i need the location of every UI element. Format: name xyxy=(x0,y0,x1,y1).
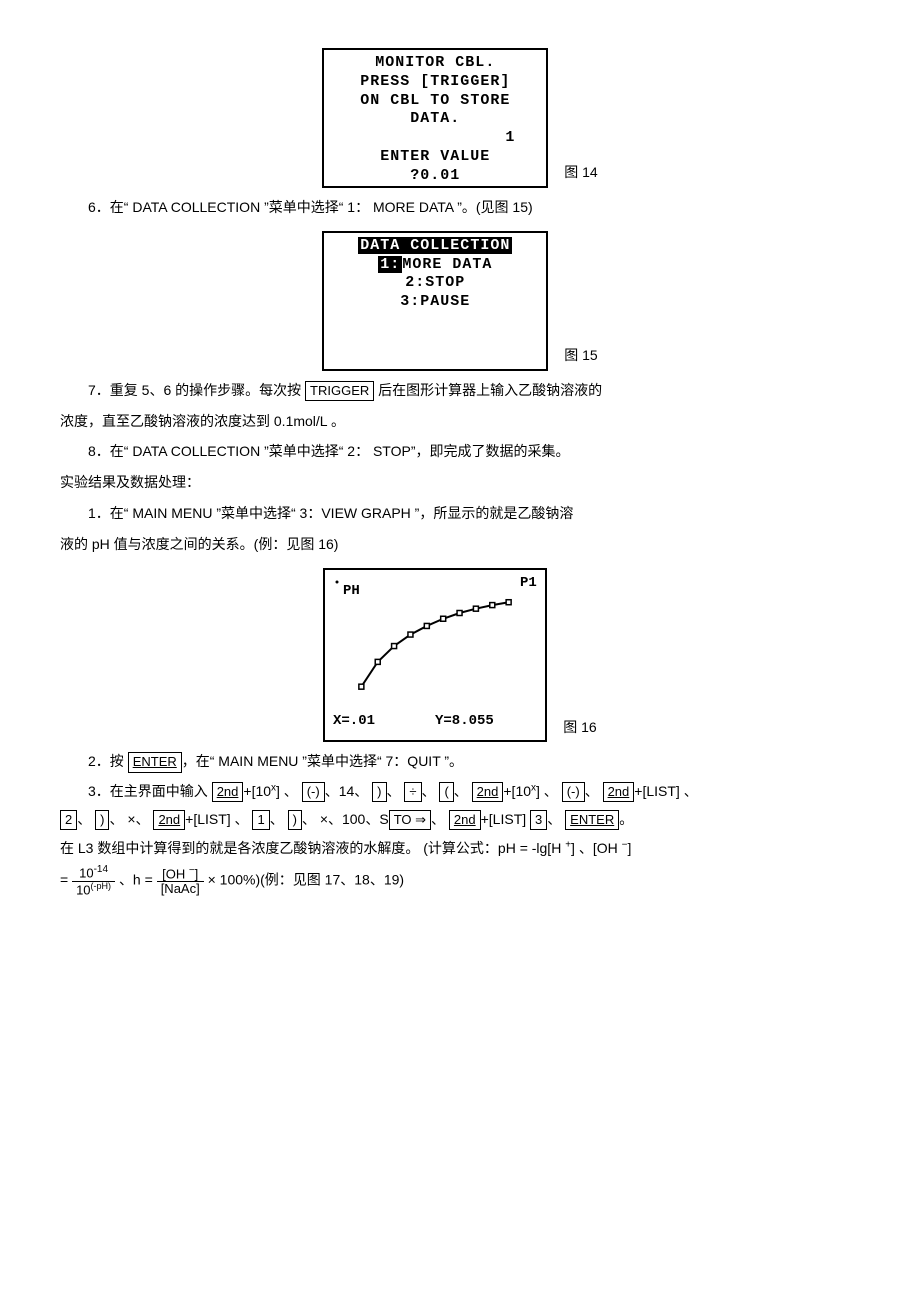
tail: × 100%)(例：见图 17、18、19) xyxy=(208,871,404,887)
ph-chart-svg: PH P1 X=.01 Y=8.055 xyxy=(325,570,545,730)
klistC: +[LIST] xyxy=(481,811,530,827)
frac-1: 10-14 10(-pH) xyxy=(72,864,115,897)
figure-14-row: MONITOR CBL. PRESS [TRIGGER] ON CBL TO S… xyxy=(60,48,860,188)
ph-chart-fig16: PH P1 X=.01 Y=8.055 xyxy=(323,568,547,743)
r3-tail: 。 xyxy=(619,811,633,827)
chart-p1-label: P1 xyxy=(520,575,537,591)
frac-2: [OH −] [NaAc] xyxy=(157,865,204,897)
fig14-line2: ON CBL TO STORE xyxy=(360,92,510,109)
key-2nd-1: 2nd xyxy=(212,782,244,802)
figure-15-row: DATA COLLECTION 1:MORE DATA 2:STOP 3:PAU… xyxy=(60,231,860,371)
lcd-screen-fig14: MONITOR CBL. PRESS [TRIGGER] ON CBL TO S… xyxy=(322,48,548,188)
f2n-b: ] xyxy=(195,866,199,881)
fig16-label: 图 16 xyxy=(563,712,596,743)
f1n-sup: -14 xyxy=(94,864,108,875)
chart-ylabel: PH xyxy=(343,583,360,599)
r4b: ] 、[OH xyxy=(571,840,622,856)
result-1-line2: 液的 pH 值与浓度之间的关系。(例：见图 16) xyxy=(60,529,860,560)
step-7a: 7．重复 5、6 的操作步骤。每次按 xyxy=(88,382,305,398)
results-title: 实验结果及数据处理： xyxy=(60,467,860,498)
step-7-line1: 7．重复 5、6 的操作步骤。每次按 TRIGGER 后在图形计算器上输入乙酸钠… xyxy=(60,375,860,406)
fig14-line5: ENTER VALUE xyxy=(380,148,490,165)
key-1: 1 xyxy=(252,810,269,830)
mult1: ×、 xyxy=(127,811,149,827)
k10x-a: +[10 xyxy=(243,783,271,799)
step-7b: 后在图形计算器上输入乙酸钠溶液的 xyxy=(378,382,602,398)
f2d: [NaAc] xyxy=(157,882,204,896)
key-lparen: ( xyxy=(439,782,453,802)
step-8-text: 8．在“ DATA COLLECTION ”菜单中选择“ 2： STOP”，即完… xyxy=(60,436,860,467)
eq-prefix: = xyxy=(60,871,72,887)
f2n-a: [OH xyxy=(162,866,189,881)
key-enter-2: ENTER xyxy=(565,810,619,830)
key-rparen-1: ) xyxy=(372,782,386,802)
fig15-line2: 2:STOP xyxy=(405,274,465,291)
chart-y-readout: Y=8.055 xyxy=(435,713,494,729)
key-div: ÷ xyxy=(404,782,421,802)
fig14-line4: 1 xyxy=(355,129,515,146)
key-rparen-2: ) xyxy=(95,810,109,830)
r4c: ] xyxy=(627,840,631,856)
fig14-line3: DATA. xyxy=(410,110,460,127)
klistB: +[LIST] 、 xyxy=(185,811,248,827)
fig15-item1-rest: MORE DATA xyxy=(402,256,492,273)
enter-key-1: ENTER xyxy=(128,752,182,772)
key-2: 2 xyxy=(60,810,77,830)
fig15-item1-prefix: 1: xyxy=(378,256,402,273)
r2b: ，在“ MAIN MENU ”菜单中选择“ 7：QUIT ”。 xyxy=(182,753,463,769)
f1d-a: 10 xyxy=(76,882,90,897)
step-6-text: 6．在“ DATA COLLECTION ”菜单中选择“ 1： MORE DAT… xyxy=(60,192,860,223)
mid: 、h = xyxy=(119,871,157,887)
fig14-label: 图 14 xyxy=(564,157,597,188)
fig15-title: DATA COLLECTION xyxy=(358,237,512,254)
mult100: ×、100、S xyxy=(320,811,389,827)
klistA: +[LIST] 、 xyxy=(634,783,697,799)
f1d-sup: (-pH) xyxy=(91,881,112,891)
fig14-line1: PRESS [TRIGGER] xyxy=(360,73,510,90)
key-neg-2: (-) xyxy=(562,782,585,802)
r3a: 3．在主界面中输入 xyxy=(88,783,212,799)
formula-line2: = 10-14 10(-pH) 、h = [OH −] [NaAc] × 100… xyxy=(60,864,860,897)
result-1-line1: 1．在“ MAIN MENU ”菜单中选择“ 3：VIEW GRAPH ”，所显… xyxy=(60,498,860,529)
result-3-line1: 3．在主界面中输入 2nd+[10x] 、 (-)、14、 )、 ÷、 (、 2… xyxy=(60,777,860,805)
fig14-line0: MONITOR CBL. xyxy=(375,54,495,71)
r2a: 2．按 xyxy=(88,753,128,769)
trigger-key: TRIGGER xyxy=(305,381,374,401)
key-sto: TO ⇒ xyxy=(389,810,431,830)
chart-x-readout: X=.01 xyxy=(333,713,375,729)
key-rparen-3: ) xyxy=(288,810,302,830)
lcd-screen-fig15: DATA COLLECTION 1:MORE DATA 2:STOP 3:PAU… xyxy=(322,231,548,371)
key-2nd-2: 2nd xyxy=(472,782,504,802)
fig14-line6: ?0.01 xyxy=(410,167,460,184)
fig15-line3: 3:PAUSE xyxy=(400,293,470,310)
result-3-line2: 2、 )、 ×、 2nd+[LIST] 、 1、 )、 ×、100、STO ⇒、… xyxy=(60,805,860,833)
figure-16-row: PH P1 X=.01 Y=8.055 图 16 xyxy=(60,568,860,743)
result-2: 2．按 ENTER，在“ MAIN MENU ”菜单中选择“ 7：QUIT ”。 xyxy=(60,746,860,777)
comma14: 、14、 xyxy=(325,783,369,799)
k10x-a2: +[10 xyxy=(503,783,531,799)
formula-line1: 在 L3 数组中计算得到的就是各浓度乙酸钠溶液的水解度。 (计算公式：pH = … xyxy=(60,833,860,864)
k10x-sup2: x xyxy=(531,783,536,794)
k10x-b: ] 、 xyxy=(276,783,298,799)
key-2nd-3: 2nd xyxy=(603,782,635,802)
step-7-line2: 浓度，直至乙酸钠溶液的浓度达到 0.1mol/L 。 xyxy=(60,406,860,437)
key-neg-1: (-) xyxy=(302,782,325,802)
fig15-label: 图 15 xyxy=(564,340,597,371)
key-2nd-4: 2nd xyxy=(153,810,185,830)
f1n-a: 10 xyxy=(79,865,93,880)
r4a: 在 L3 数组中计算得到的就是各浓度乙酸钠溶液的水解度。 (计算公式：pH = … xyxy=(60,840,565,856)
key-2nd-5: 2nd xyxy=(449,810,481,830)
key-3: 3 xyxy=(530,810,547,830)
